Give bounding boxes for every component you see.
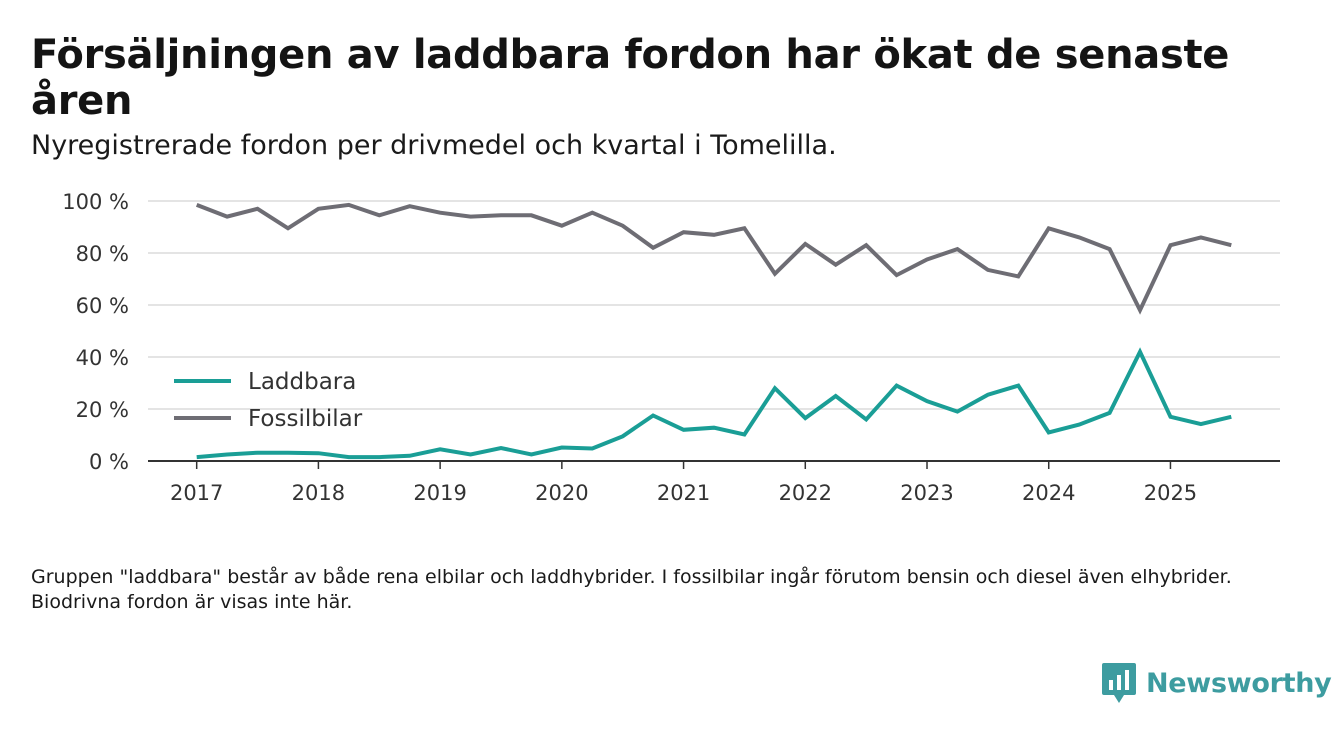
chart-subtitle: Nyregistrerade fordon per drivmedel och … (31, 130, 837, 161)
legend: Laddbara Fossilbilar (174, 369, 363, 432)
x-tick-label: 2017 (170, 481, 223, 505)
y-axis-tick-labels: 0 % 20 % 40 % 60 % 80 % 100 % (62, 190, 129, 474)
x-tick-label: 2018 (292, 481, 345, 505)
brand-logo: Newsworthy (1102, 662, 1332, 704)
x-tick-label: 2025 (1144, 481, 1197, 505)
y-tick-label: 80 % (76, 242, 129, 266)
series-line-laddbara (196, 347, 1232, 460)
series-line-fossilbilar (195, 202, 1232, 315)
line-chart: 0 % 20 % 40 % 60 % 80 % 100 % 2017 2018 2019 202… (62, 190, 1280, 505)
series-lines (195, 202, 1232, 460)
x-tick-label: 2023 (900, 481, 953, 505)
legend-label: Fossilbilar (248, 406, 363, 432)
y-tick-label: 60 % (76, 294, 129, 318)
chart-title: Försäljningen av laddbara fordon har öka… (31, 32, 1230, 124)
y-tick-label: 40 % (76, 346, 129, 370)
legend-label: Laddbara (248, 369, 356, 395)
brand-name: Newsworthy (1146, 667, 1332, 699)
x-tick-label: 2019 (413, 481, 466, 505)
x-tick-label: 2020 (535, 481, 588, 505)
x-tick-label: 2021 (657, 481, 710, 505)
gridlines (148, 200, 1280, 410)
newsworthy-logo-icon (1102, 663, 1136, 703)
y-tick-label: 0 % (89, 450, 129, 474)
y-tick-label: 100 % (62, 190, 129, 214)
footnote: Gruppen "laddbara" består av både rena e… (31, 566, 1232, 613)
y-tick-label: 20 % (76, 398, 129, 422)
x-tick-label: 2024 (1022, 481, 1075, 505)
x-tick-label: 2022 (779, 481, 832, 505)
x-axis: 2017 2018 2019 2020 2021 2022 2023 2024 2025 (148, 460, 1280, 505)
